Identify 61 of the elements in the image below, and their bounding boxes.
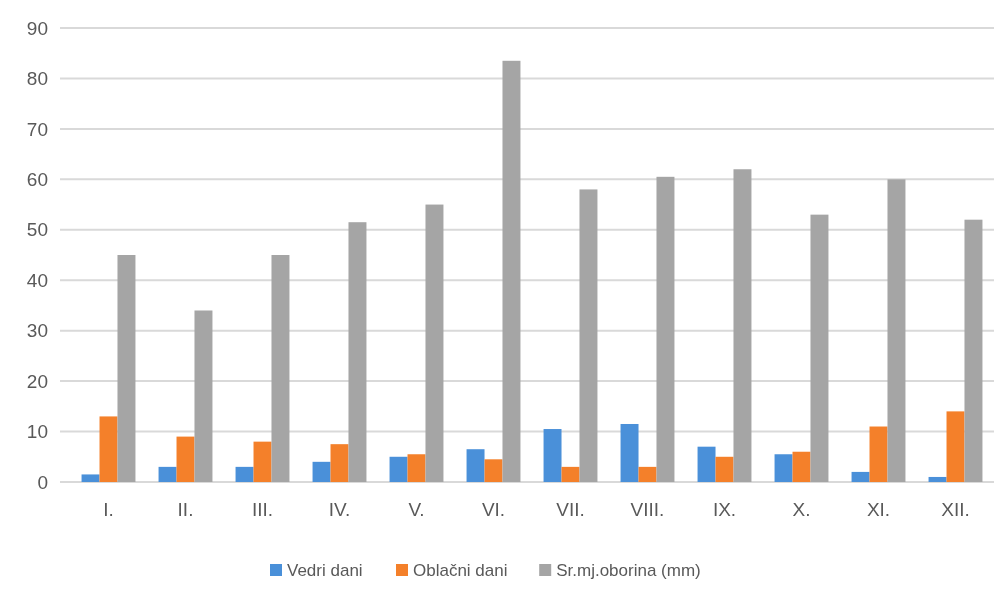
bar (253, 441, 272, 482)
y-tick-label: 90 (26, 17, 48, 39)
bar (964, 219, 983, 482)
x-tick-label: VII. (556, 499, 585, 520)
x-tick-label: VI. (481, 499, 506, 520)
x-tick-label: XI. (866, 499, 891, 520)
bar (502, 60, 521, 482)
x-tick-label: II. (177, 499, 194, 520)
bar (271, 255, 290, 482)
bar (697, 446, 716, 482)
bar (235, 466, 254, 482)
bar (389, 456, 408, 482)
bar (176, 436, 195, 482)
bar (946, 411, 965, 482)
bar (792, 451, 811, 482)
y-tick-label: 20 (26, 370, 48, 392)
bar (158, 466, 177, 482)
bar (330, 444, 349, 482)
y-tick-label: 50 (26, 219, 48, 241)
bar (638, 466, 657, 482)
legend-label: Sr.mj.oborina (mm) (556, 560, 701, 580)
x-tick-label: I. (103, 499, 114, 520)
y-tick-label: 80 (26, 68, 48, 90)
y-tick-label: 10 (26, 421, 48, 443)
x-tick-label: XII. (941, 499, 970, 520)
bar (774, 454, 793, 482)
bar (99, 416, 118, 482)
bar (425, 204, 444, 482)
bar (407, 454, 426, 482)
bar (484, 459, 503, 482)
bar (656, 176, 675, 482)
bar (561, 466, 580, 482)
bar (715, 456, 734, 482)
bar (851, 471, 870, 482)
x-tick-label: IX. (712, 499, 737, 520)
bar (733, 169, 752, 482)
y-tick-label: 0 (37, 471, 48, 493)
x-tick-label: III. (251, 499, 274, 520)
bar (928, 476, 947, 482)
y-tick-label: 70 (26, 118, 48, 140)
legend-label: Vedri dani (287, 560, 363, 580)
y-tick-label: 60 (26, 168, 48, 190)
y-tick-label: 40 (26, 269, 48, 291)
bar (466, 449, 485, 482)
bar (887, 179, 906, 482)
bar (117, 255, 136, 482)
bar (194, 310, 213, 482)
bar (81, 474, 100, 482)
bar (348, 222, 367, 482)
legend-label: Oblačni dani (413, 560, 508, 580)
x-tick-label: V. (408, 499, 425, 520)
bar (810, 214, 829, 482)
bar (543, 429, 562, 482)
bar (869, 426, 888, 482)
x-tick-label: X. (792, 499, 811, 520)
bar (312, 461, 331, 482)
bar (579, 189, 598, 482)
x-tick-label: IV. (328, 499, 351, 520)
x-tick-label: VIII. (630, 499, 665, 520)
bar (620, 423, 639, 482)
y-tick-label: 30 (26, 320, 48, 342)
